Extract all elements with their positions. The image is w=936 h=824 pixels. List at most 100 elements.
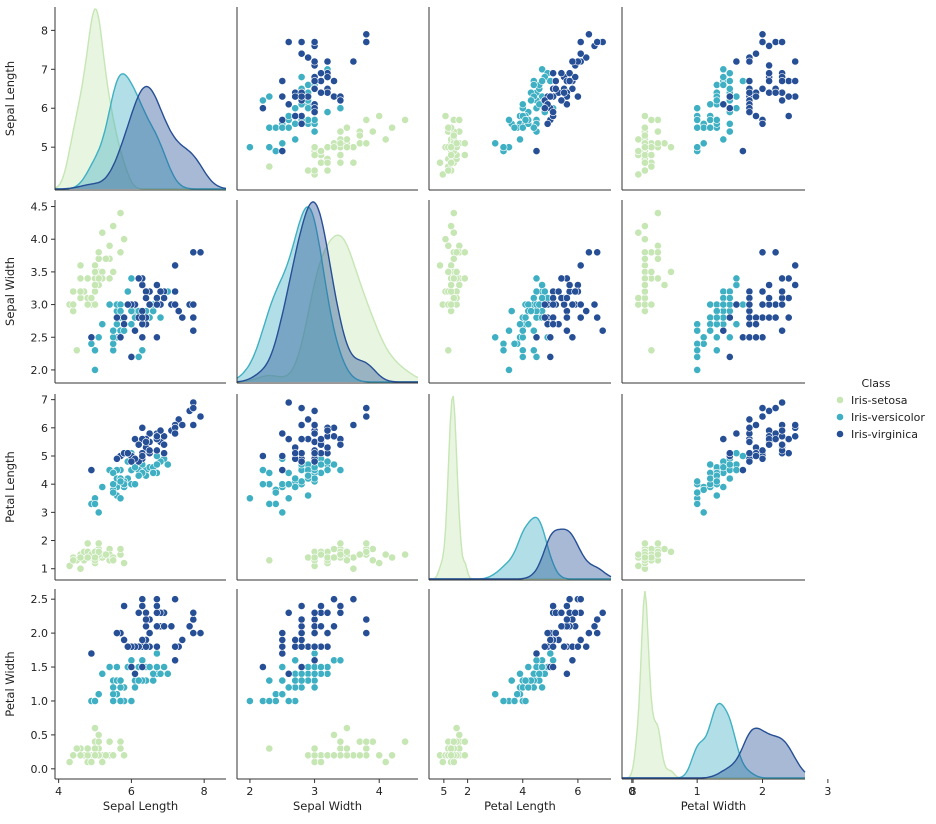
point-iris-virginica-7 — [582, 53, 591, 62]
point-iris-versicolor-10 — [91, 365, 99, 374]
point-iris-virginica-15 — [142, 287, 150, 296]
density-fill-iris-virginica — [622, 728, 805, 778]
point-iris-virginica-49 — [549, 108, 557, 116]
point-iris-virginica-40 — [784, 77, 793, 85]
point-iris-virginica-17 — [771, 248, 780, 257]
subplot-petal-length-vs-petal-width — [621, 394, 805, 581]
point-iris-versicolor-45 — [524, 683, 533, 692]
point-iris-virginica-49 — [310, 642, 319, 651]
point-iris-virginica-49 — [549, 300, 557, 309]
point-iris-virginica-46 — [138, 333, 147, 342]
point-iris-setosa-24 — [83, 274, 92, 283]
point-iris-virginica-30 — [752, 313, 760, 322]
point-iris-versicolor-10 — [245, 143, 254, 152]
legend-label-iris-setosa: Iris-setosa — [851, 394, 908, 407]
point-iris-versicolor-23 — [706, 460, 715, 469]
point-iris-virginica-3 — [138, 307, 147, 315]
point-iris-versicolor-9 — [719, 135, 728, 144]
point-iris-versicolor-9 — [719, 320, 728, 329]
point-iris-virginica-14 — [120, 313, 128, 322]
point-iris-setosa-49 — [447, 143, 455, 152]
point-iris-virginica-44 — [330, 77, 338, 85]
point-iris-virginica-40 — [317, 602, 325, 610]
point-iris-setosa-43 — [91, 267, 99, 276]
point-iris-virginica-14 — [784, 449, 793, 458]
point-iris-setosa-40 — [342, 744, 351, 753]
point-iris-setosa-13 — [634, 300, 643, 309]
y-tick-label: 3.5 — [31, 266, 49, 279]
point-iris-virginica-36 — [784, 274, 793, 283]
point-iris-setosa-33 — [388, 553, 396, 562]
legend-marker-iris-setosa — [836, 396, 844, 404]
point-iris-virginica-19 — [725, 104, 734, 113]
x-tick-label: 6 — [574, 785, 581, 798]
point-iris-versicolor-23 — [706, 100, 715, 109]
point-iris-virginica-8 — [152, 642, 161, 651]
point-iris-virginica-47 — [310, 629, 319, 637]
point-iris-setosa-21 — [355, 737, 364, 746]
point-iris-setosa-44 — [94, 539, 103, 548]
point-iris-virginica-30 — [178, 636, 187, 644]
point-iris-versicolor-31 — [693, 488, 702, 497]
subplot-petal-width-vs-sepal-length — [54, 589, 226, 780]
point-iris-setosa-38 — [641, 300, 649, 309]
y-tick-label: 2.0 — [31, 364, 49, 377]
point-iris-setosa-45 — [447, 300, 455, 309]
x-axis-sepal-width: 2 3 4 5 Sepal Width — [246, 779, 447, 813]
point-iris-setosa-36 — [342, 751, 351, 760]
x-axis-petal-width: 0 1 2 3 Petal Width — [628, 779, 831, 813]
y-tick-label: 5 — [41, 141, 48, 154]
point-iris-setosa-40 — [647, 267, 656, 276]
point-iris-setosa-49 — [641, 143, 649, 152]
point-iris-versicolor-33 — [127, 320, 136, 329]
point-iris-virginica-31 — [758, 412, 767, 421]
point-iris-versicolor-49 — [712, 477, 721, 486]
point-iris-setosa-37 — [449, 758, 458, 766]
x-tick-label: 3 — [311, 785, 318, 798]
y-tick-label: 0.0 — [31, 763, 49, 776]
point-iris-setosa-18 — [116, 248, 125, 257]
point-iris-virginica-10 — [758, 287, 767, 296]
point-iris-versicolor-20 — [323, 457, 332, 466]
point-iris-setosa-48 — [102, 751, 110, 760]
point-iris-versicolor-48 — [491, 139, 500, 148]
point-iris-virginica-41 — [160, 294, 168, 302]
subplot-petal-width-vs-sepal-width — [236, 589, 418, 780]
point-iris-versicolor-11 — [725, 474, 734, 483]
point-iris-setosa-33 — [641, 222, 649, 230]
point-iris-versicolor-43 — [693, 143, 702, 152]
point-iris-versicolor-34 — [105, 663, 114, 671]
point-iris-virginica-17 — [362, 38, 371, 46]
point-iris-versicolor-31 — [510, 339, 519, 348]
point-iris-virginica-38 — [127, 457, 136, 466]
point-iris-virginica-17 — [771, 38, 780, 46]
point-iris-versicolor-47 — [134, 471, 143, 480]
point-iris-versicolor-25 — [149, 669, 158, 678]
point-iris-versicolor-44 — [291, 474, 300, 483]
point-iris-versicolor-49 — [116, 676, 125, 685]
point-iris-virginica-21 — [113, 454, 121, 463]
point-iris-versicolor-23 — [538, 683, 546, 692]
point-iris-versicolor-4 — [145, 663, 154, 671]
point-iris-versicolor-25 — [149, 468, 158, 477]
point-iris-versicolor-47 — [527, 307, 535, 315]
point-iris-virginica-6 — [739, 147, 747, 155]
point-iris-virginica-43 — [571, 73, 580, 81]
point-iris-versicolor-9 — [719, 483, 728, 491]
point-iris-setosa-21 — [94, 254, 103, 263]
point-iris-setosa-18 — [116, 744, 125, 753]
point-iris-virginica-34 — [563, 326, 571, 335]
point-iris-versicolor-0 — [163, 669, 172, 678]
point-iris-setosa-45 — [447, 151, 455, 159]
point-iris-setosa-47 — [76, 287, 85, 296]
point-iris-virginica-45 — [152, 300, 161, 309]
point-iris-versicolor-31 — [510, 697, 519, 705]
point-iris-virginica-26 — [745, 313, 754, 322]
point-iris-versicolor-47 — [304, 471, 312, 480]
point-iris-virginica-0 — [791, 92, 800, 101]
point-iris-virginica-29 — [310, 656, 319, 665]
point-iris-virginica-19 — [258, 104, 267, 113]
point-iris-virginica-22 — [758, 38, 767, 46]
point-iris-virginica-39 — [557, 69, 566, 78]
point-iris-virginica-14 — [297, 602, 306, 610]
